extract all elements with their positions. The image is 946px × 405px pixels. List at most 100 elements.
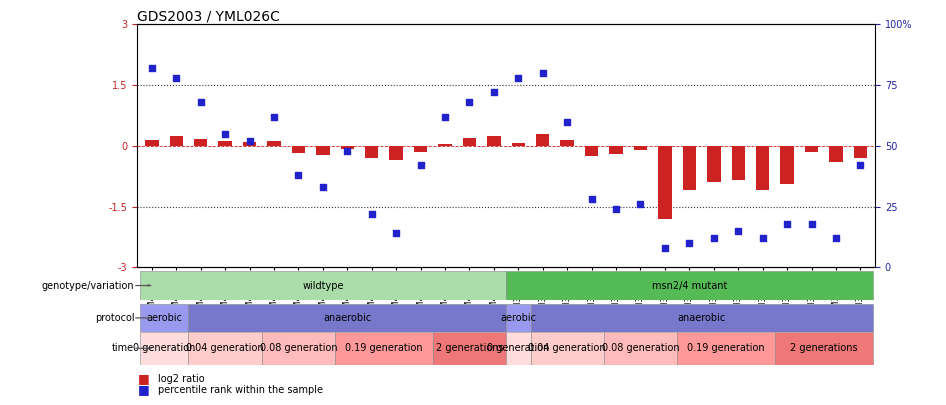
- Bar: [140, 304, 188, 332]
- Bar: [805, 146, 818, 152]
- Text: 2 generations: 2 generations: [790, 343, 858, 353]
- Bar: [262, 332, 335, 364]
- Bar: [506, 271, 872, 300]
- Bar: [335, 332, 433, 364]
- Point: [315, 184, 330, 190]
- Point: [853, 162, 868, 168]
- Bar: [140, 271, 506, 300]
- Bar: [463, 138, 476, 146]
- Point: [193, 99, 208, 105]
- Point: [829, 235, 844, 241]
- Bar: [560, 140, 574, 146]
- Bar: [145, 140, 159, 146]
- Point: [682, 240, 697, 246]
- Point: [437, 113, 452, 120]
- Text: 0 generation: 0 generation: [132, 343, 195, 353]
- Point: [633, 201, 648, 207]
- Bar: [780, 146, 794, 184]
- Bar: [775, 332, 872, 364]
- Bar: [365, 146, 378, 158]
- Bar: [219, 141, 232, 146]
- Point: [535, 70, 551, 76]
- Bar: [609, 146, 622, 154]
- Text: 0.04 generation: 0.04 generation: [529, 343, 606, 353]
- Text: msn2/4 mutant: msn2/4 mutant: [652, 281, 727, 290]
- Bar: [683, 146, 696, 190]
- Text: 0 generation: 0 generation: [487, 343, 550, 353]
- Text: 0.19 generation: 0.19 generation: [687, 343, 764, 353]
- Point: [168, 75, 184, 81]
- Point: [560, 118, 575, 125]
- Bar: [677, 332, 775, 364]
- Bar: [531, 304, 872, 332]
- Point: [584, 196, 599, 202]
- Bar: [243, 142, 256, 146]
- Bar: [756, 146, 769, 190]
- Bar: [268, 141, 281, 146]
- Bar: [853, 146, 867, 158]
- Bar: [390, 146, 403, 160]
- Point: [707, 235, 722, 241]
- Bar: [433, 332, 506, 364]
- Bar: [341, 146, 354, 149]
- Bar: [707, 146, 721, 182]
- Point: [804, 220, 819, 227]
- Point: [486, 89, 501, 96]
- Bar: [140, 332, 188, 364]
- Bar: [291, 146, 306, 153]
- Bar: [438, 144, 452, 146]
- Point: [364, 211, 379, 217]
- Bar: [188, 332, 262, 364]
- Point: [389, 230, 404, 237]
- Bar: [188, 304, 506, 332]
- Bar: [194, 139, 207, 146]
- Point: [511, 75, 526, 81]
- Text: 0.08 generation: 0.08 generation: [602, 343, 679, 353]
- Bar: [531, 332, 604, 364]
- Text: 2 generations: 2 generations: [436, 343, 503, 353]
- Point: [144, 65, 159, 71]
- Point: [413, 162, 429, 168]
- Point: [267, 113, 282, 120]
- Text: 0.19 generation: 0.19 generation: [345, 343, 423, 353]
- Bar: [536, 134, 550, 146]
- Bar: [506, 332, 531, 364]
- Point: [755, 235, 770, 241]
- Text: log2 ratio: log2 ratio: [158, 374, 204, 384]
- Text: anaerobic: anaerobic: [324, 313, 372, 323]
- Bar: [585, 146, 599, 156]
- Point: [218, 130, 233, 137]
- Text: percentile rank within the sample: percentile rank within the sample: [158, 385, 323, 394]
- Point: [780, 220, 795, 227]
- Bar: [634, 146, 647, 150]
- Bar: [512, 143, 525, 146]
- Bar: [830, 146, 843, 162]
- Text: wildtype: wildtype: [302, 281, 343, 290]
- Bar: [487, 136, 500, 146]
- Bar: [316, 146, 329, 155]
- Text: 0.04 generation: 0.04 generation: [186, 343, 264, 353]
- Point: [290, 172, 306, 178]
- Point: [242, 138, 257, 144]
- Point: [462, 99, 477, 105]
- Text: genotype/variation: genotype/variation: [42, 281, 134, 290]
- Point: [340, 147, 355, 154]
- Bar: [604, 332, 677, 364]
- Text: time: time: [113, 343, 134, 353]
- Text: ■: ■: [138, 383, 149, 396]
- Bar: [169, 136, 183, 146]
- Text: ■: ■: [138, 372, 149, 385]
- Text: protocol: protocol: [95, 313, 134, 323]
- Text: aerobic: aerobic: [500, 313, 536, 323]
- Bar: [506, 304, 531, 332]
- Point: [608, 206, 623, 212]
- Text: 0.08 generation: 0.08 generation: [259, 343, 337, 353]
- Text: anaerobic: anaerobic: [677, 313, 726, 323]
- Bar: [731, 146, 745, 180]
- Bar: [658, 146, 672, 219]
- Text: aerobic: aerobic: [146, 313, 182, 323]
- Point: [657, 245, 673, 251]
- Text: GDS2003 / YML026C: GDS2003 / YML026C: [137, 9, 280, 23]
- Point: [730, 228, 745, 234]
- Bar: [414, 146, 428, 152]
